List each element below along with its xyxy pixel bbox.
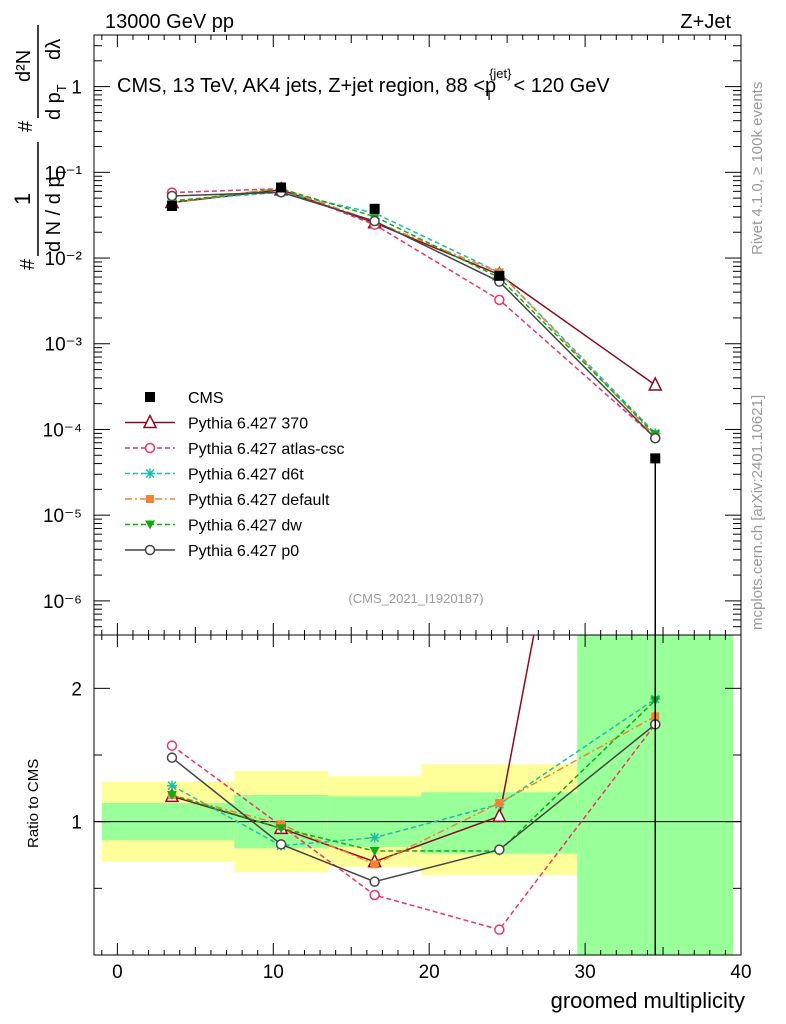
- ratio-plot-series: [164, 635, 661, 955]
- legend-marker: [144, 442, 156, 454]
- ratio-series-point: [166, 791, 177, 800]
- y-tick-label: 10⁻⁶: [43, 592, 82, 613]
- mcplots-label: mcplots.cern.ch [arXiv:2401.10621]: [749, 395, 766, 630]
- data-point: [369, 203, 380, 214]
- x-tick-label: 10: [263, 962, 284, 983]
- legend-label: Pythia 6.427 atlas-csc: [188, 441, 345, 458]
- y-label-d2n: d²N: [13, 50, 35, 82]
- y-tick-label: 1: [71, 78, 82, 99]
- y-label-dl: dλ: [43, 39, 65, 60]
- x-tick-label: 30: [575, 962, 596, 983]
- x-tick-label: 20: [419, 962, 440, 983]
- data-point: [494, 270, 505, 281]
- legend-label: Pythia 6.427 dw: [188, 518, 302, 535]
- legend: CMS Pythia 6.427 370 Pythia 6.427 atlas-cs…: [125, 390, 345, 560]
- ratio-series-point: [166, 752, 178, 763]
- main-plot-series: [164, 181, 663, 635]
- ratio-series-point: [494, 924, 505, 935]
- rivet-label: Rivet 4.1.0, ≥ 100k events: [749, 82, 766, 255]
- star-stroke: [145, 468, 155, 479]
- series-line: [171, 188, 656, 435]
- series-line: [171, 187, 656, 437]
- plot-title-sub: T: [485, 88, 493, 103]
- ratio-tick-label: 1: [71, 813, 82, 834]
- plot-title-main: CMS, 13 TeV, AK4 jets, Z+jet region, 88 …: [117, 75, 496, 97]
- legend-label: Pythia 6.427 d6t: [188, 467, 304, 484]
- y-label-dn: d N / d pT: [43, 168, 69, 252]
- legend-marker: [145, 392, 155, 402]
- ratio-series-point: [492, 807, 507, 823]
- x-tick-label: 0: [112, 962, 123, 983]
- series-point: [369, 215, 380, 227]
- legend-marker: [145, 468, 155, 479]
- ratio-axis-label: Ratio to CMS: [25, 759, 42, 848]
- star-stroke: [370, 833, 380, 843]
- series-point: [650, 432, 661, 444]
- x-tick-label: 40: [730, 962, 751, 983]
- series-point: [648, 376, 663, 391]
- y-label-one: 1: [10, 193, 35, 205]
- data-point: [166, 200, 177, 211]
- x-axis-label: groomed multiplicity: [551, 988, 745, 1013]
- y-tick-label: 10⁻²: [45, 249, 83, 270]
- ratio-series-point: [370, 860, 379, 869]
- analysis-id: (CMS_2021_I1920187): [348, 591, 483, 606]
- legend-label: Pythia 6.427 default: [188, 492, 330, 509]
- ratio-plot-frame: [93, 634, 742, 956]
- legend-marker: [145, 520, 155, 530]
- header-right: Z+Jet: [680, 11, 731, 33]
- plot-title: CMS, 13 TeV, AK4 jets, Z+jet region, 88 …: [117, 66, 610, 103]
- ratio-tick-label: 2: [71, 679, 82, 700]
- y-tick-label: 10⁻⁴: [43, 420, 82, 441]
- legend-marker: [146, 495, 154, 503]
- ratio-series-point: [369, 847, 380, 856]
- header-left: 13000 GeV pp: [105, 11, 234, 33]
- series-line: [171, 191, 656, 434]
- ratio-series-point: [275, 839, 287, 850]
- series-line: [171, 189, 656, 386]
- y-tick-label: 10⁻⁵: [43, 506, 82, 527]
- y-label-hash: #: [17, 258, 39, 270]
- legend-marker: [142, 413, 158, 429]
- legend-label: Pythia 6.427 p0: [188, 543, 299, 560]
- series-line: [171, 187, 656, 439]
- series-line: [171, 191, 656, 439]
- axis-ticks: 0 10 20 30 40 1 10⁻¹ 10⁻² 10⁻³ 10⁻⁴ 10⁻⁵ 10⁻⁶ 1 2: [43, 34, 752, 983]
- y-tick-label: 10⁻³: [45, 335, 83, 356]
- legend-label: CMS: [188, 390, 224, 407]
- series-point: [494, 294, 505, 306]
- series-point: [166, 190, 178, 202]
- ratio-series-point: [369, 889, 380, 901]
- data-point: [276, 182, 287, 193]
- y-label-hash2: #: [15, 120, 37, 132]
- ratio-series-point: [494, 844, 505, 855]
- ratio-series-point: [369, 876, 380, 887]
- ratio-series-point: [369, 832, 380, 843]
- ratio-series-point: [276, 824, 287, 834]
- legend-marker: [144, 544, 156, 556]
- ratio-series-point: [166, 740, 178, 751]
- plot-title-tail: < 120 GeV: [514, 75, 611, 97]
- ratio-series-point: [166, 780, 177, 791]
- legend-label: Pythia 6.427 370: [188, 416, 308, 433]
- plot-title-sup: {jet}: [489, 66, 512, 81]
- y-axis-label: # 1 d N / d pT # d²N d pT dλ: [10, 25, 69, 270]
- star-stroke: [167, 781, 177, 791]
- y-tick-label: 10⁻¹: [45, 163, 83, 184]
- y-label-dpt: d pT: [43, 84, 69, 120]
- ratio-series-point: [495, 799, 504, 807]
